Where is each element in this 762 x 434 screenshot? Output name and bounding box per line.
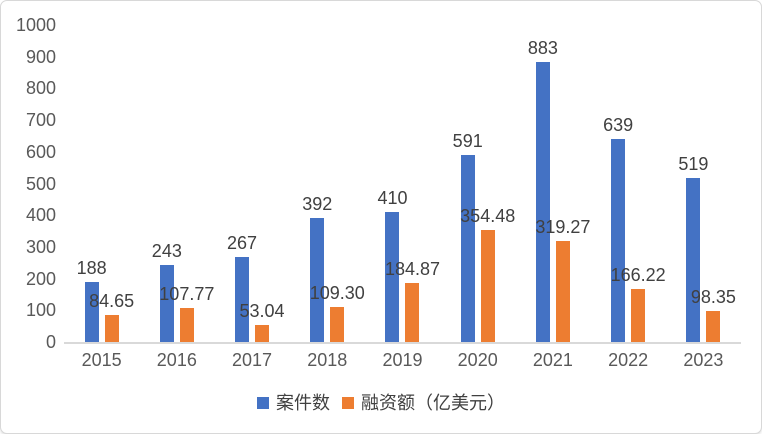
bar-funding-2015[interactable]: 84.65 [89,291,134,342]
bar-group-2017: 267 53.04 [214,25,289,342]
data-label: 591 [452,130,483,151]
y-tick-label: 700 [25,110,56,131]
bar-funding-2020[interactable]: 354.48 [460,206,515,342]
legend-item-funding[interactable]: 融资额（亿美元） [342,392,505,414]
bar-funding-2021[interactable]: 319.27 [535,217,590,342]
x-tick-label: 2015 [81,350,122,370]
legend-label: 融资额（亿美元） [361,393,505,413]
bar-funding-2019[interactable]: 184.87 [385,259,440,342]
bar-group-2016: 243 107.77 [139,25,214,342]
data-label: 53.04 [239,301,285,322]
x-tick-label: 2017 [232,350,273,370]
bar-cases-2016[interactable]: 243 [152,241,182,342]
data-label: 267 [227,233,258,254]
bar-cases-2022[interactable]: 639 [603,115,633,342]
bar-funding-2016[interactable]: 107.77 [159,284,214,342]
data-label: 184.87 [384,259,441,280]
bar-cases-2023[interactable]: 519 [678,154,708,342]
bar-group-2023: 519 98.35 [666,25,741,342]
data-label: 639 [603,115,634,136]
bar-group-2022: 639 166.22 [591,25,666,342]
data-label: 354.48 [460,205,516,226]
y-tick-label: 400 [25,205,56,226]
legend: 案件数 融资额（亿美元） [1,392,761,414]
data-label: 319.27 [535,216,591,237]
bar-group-2015: 188 84.65 [64,25,139,342]
bar-funding-2018[interactable]: 109.30 [310,283,365,342]
bar-cases-2020[interactable]: 591 [453,131,483,342]
y-tick-label: 800 [25,78,56,99]
data-label: 392 [302,193,333,214]
bar-group-2018: 392 109.30 [290,25,365,342]
bar-group-2019: 410 184.87 [365,25,440,342]
bar-funding-2022[interactable]: 166.22 [611,265,666,342]
x-tick-label: 2018 [307,350,348,370]
y-tick-label: 300 [25,236,56,257]
data-label: 84.65 [89,291,135,312]
bar-cases-2018[interactable]: 392 [302,194,332,342]
bar-group-2020: 591 354.48 [440,25,515,342]
x-tick-label: 2016 [156,350,197,370]
bar-cases-2017[interactable]: 267 [227,233,257,342]
bar-group-2021: 883 319.27 [515,25,590,342]
x-tick-label: 2022 [608,350,649,370]
data-label: 188 [76,258,107,279]
y-tick-label: 1000 [15,15,56,35]
y-tick-label: 0 [45,332,56,352]
data-label: 410 [377,188,408,208]
y-tick-label: 500 [25,173,56,194]
data-label: 98.35 [690,286,736,307]
y-tick-label: 200 [25,268,56,289]
legend-item-cases[interactable]: 案件数 [257,392,330,414]
x-tick-label: 2023 [683,350,724,370]
data-label: 243 [151,241,182,261]
data-label: 519 [678,153,709,174]
bar-funding-2023[interactable]: 98.35 [691,287,736,342]
y-axis: 0 100 200 300 400 500 600 700 800 900 1000 [11,15,56,352]
y-tick-label: 100 [25,300,56,321]
y-tick-label: 600 [25,141,56,162]
data-label: 883 [527,38,558,59]
plot-area: 188 84.65 243 107.77 267 53.04 392 109.30 410 184… [64,25,741,344]
data-label: 107.77 [159,283,215,304]
bar-cases-2019[interactable]: 410 [377,188,408,342]
bar-cases-2015[interactable]: 188 [77,258,107,342]
bar-cases-2021[interactable]: 883 [528,38,558,342]
legend-swatch-icon [342,397,354,409]
x-axis: 2015 2016 2017 2018 2019 2020 2021 2022 2023 [64,350,741,370]
data-label: 166.22 [610,265,666,286]
x-tick-label: 2021 [532,350,573,370]
data-label: 109.30 [309,283,365,304]
x-tick-label: 2019 [382,350,423,370]
bar-funding-2017[interactable]: 53.04 [240,301,285,342]
legend-swatch-icon [257,397,269,409]
y-tick-label: 900 [25,46,56,67]
legend-label: 案件数 [276,393,330,413]
x-tick-label: 2020 [457,350,498,370]
